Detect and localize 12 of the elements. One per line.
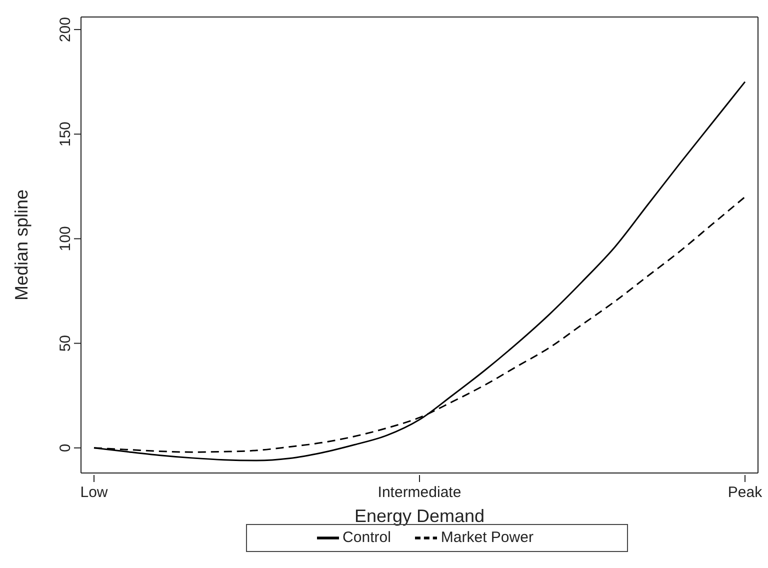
y-axis-title: Median spline — [11, 189, 32, 301]
y-tick-label: 150 — [57, 122, 74, 147]
legend-label: Control — [342, 528, 391, 546]
legend-label: Market Power — [440, 528, 534, 546]
x-tick-label: Intermediate — [378, 484, 462, 501]
x-tick-label: Peak — [728, 484, 763, 501]
y-tick-label: 100 — [57, 226, 74, 252]
y-tick-label: 50 — [57, 334, 74, 352]
x-axis-title: Energy Demand — [354, 506, 485, 526]
y-tick-label: 0 — [57, 444, 74, 452]
y-tick-label: 200 — [57, 17, 74, 42]
x-tick-label: Low — [80, 484, 108, 501]
